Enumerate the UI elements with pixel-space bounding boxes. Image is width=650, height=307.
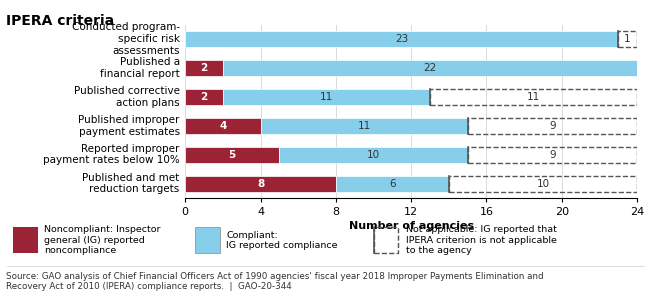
Bar bbox=[261, 118, 467, 134]
Text: 10: 10 bbox=[536, 179, 549, 188]
Bar bbox=[185, 31, 618, 47]
Bar bbox=[467, 118, 637, 134]
Text: 4: 4 bbox=[219, 121, 227, 131]
Text: 9: 9 bbox=[549, 150, 556, 160]
Text: 23: 23 bbox=[395, 34, 408, 44]
Bar bbox=[430, 89, 637, 105]
Text: 11: 11 bbox=[320, 92, 333, 102]
Bar bbox=[336, 176, 448, 192]
Text: 11: 11 bbox=[358, 121, 370, 131]
Text: IPERA criteria: IPERA criteria bbox=[6, 14, 114, 28]
Bar bbox=[223, 89, 430, 105]
Bar bbox=[185, 147, 280, 163]
Bar bbox=[185, 89, 223, 105]
Text: 10: 10 bbox=[367, 150, 380, 160]
Bar bbox=[618, 31, 637, 47]
Text: Not applicable: IG reported that
IPERA criterion is not applicable
to the agency: Not applicable: IG reported that IPERA c… bbox=[406, 225, 557, 255]
Bar bbox=[467, 147, 637, 163]
Text: Compliant:
IG reported compliance: Compliant: IG reported compliance bbox=[226, 231, 338, 250]
Text: 22: 22 bbox=[423, 63, 437, 73]
Bar bbox=[185, 118, 261, 134]
Bar bbox=[223, 60, 637, 76]
Text: 2: 2 bbox=[200, 63, 208, 73]
Bar bbox=[185, 176, 336, 192]
X-axis label: Number of agencies: Number of agencies bbox=[348, 221, 474, 231]
Text: 6: 6 bbox=[389, 179, 396, 188]
Text: Source: GAO analysis of Chief Financial Officers Act of 1990 agencies' fiscal ye: Source: GAO analysis of Chief Financial … bbox=[6, 272, 544, 291]
Bar bbox=[185, 60, 223, 76]
Text: 9: 9 bbox=[549, 121, 556, 131]
Text: 5: 5 bbox=[229, 150, 236, 160]
Text: 8: 8 bbox=[257, 179, 264, 188]
Text: Noncompliant: Inspector
general (IG) reported
noncompliance: Noncompliant: Inspector general (IG) rep… bbox=[44, 225, 161, 255]
Text: 11: 11 bbox=[527, 92, 540, 102]
Bar bbox=[448, 176, 637, 192]
Text: 2: 2 bbox=[200, 92, 208, 102]
Text: 1: 1 bbox=[624, 34, 631, 44]
Bar bbox=[280, 147, 467, 163]
